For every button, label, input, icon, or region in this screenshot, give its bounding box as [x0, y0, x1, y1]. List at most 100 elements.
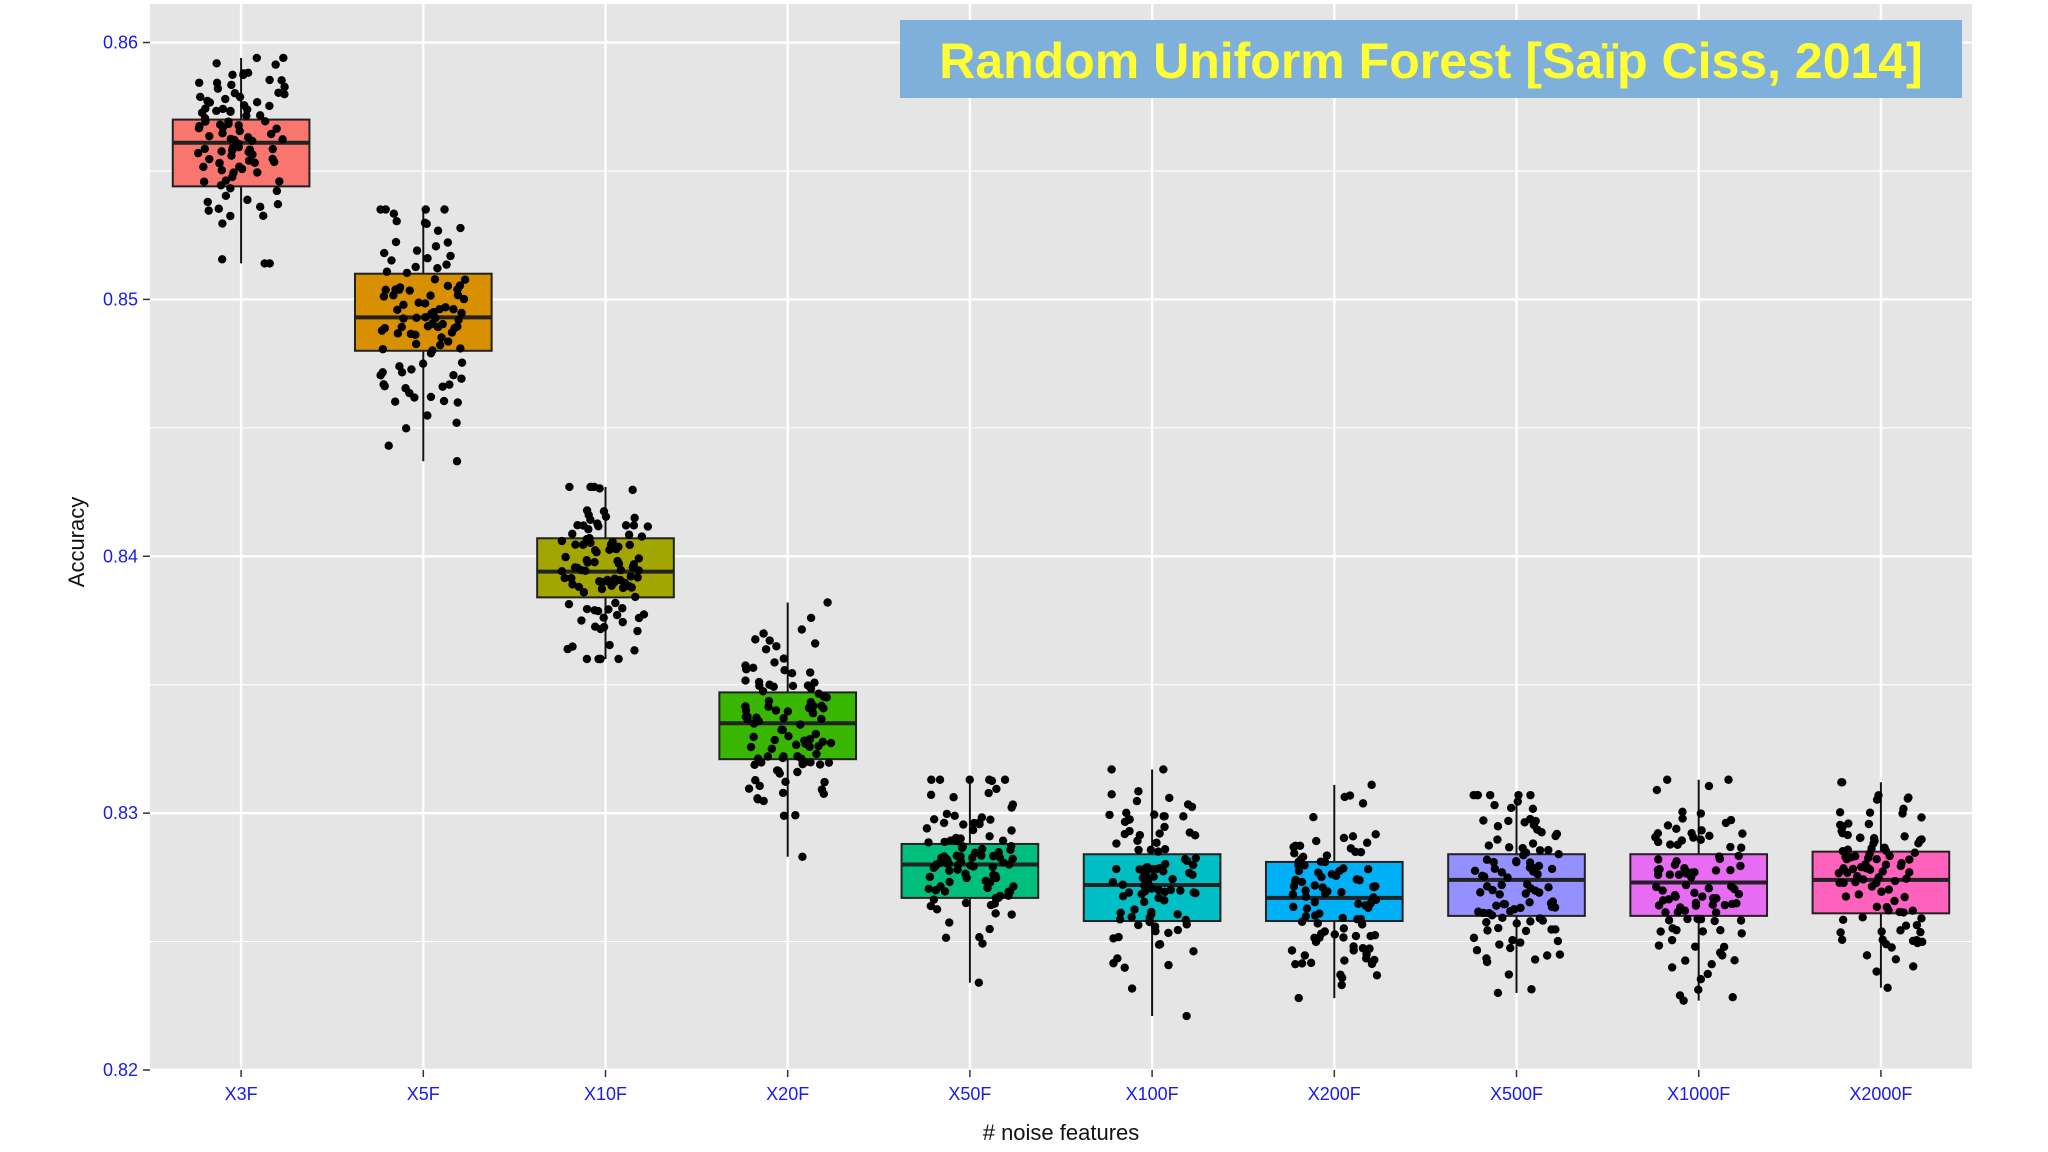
data-point — [599, 622, 609, 632]
data-point — [1681, 956, 1690, 965]
data-point — [584, 510, 593, 520]
data-point — [1291, 841, 1300, 851]
data-point — [1107, 765, 1116, 774]
data-point — [1835, 878, 1844, 887]
data-point — [1294, 866, 1304, 876]
data-point — [961, 869, 970, 879]
data-point — [237, 164, 247, 174]
data-point — [1909, 962, 1918, 971]
data-point — [1726, 865, 1735, 875]
data-point — [631, 592, 640, 602]
data-point — [449, 370, 458, 380]
x-axis-ticks: X3F X5F X10F X20F X50F X100F X200F X500F X1000F X… — [225, 1070, 1912, 1104]
data-point — [433, 264, 442, 273]
data-point — [243, 195, 252, 205]
data-point — [1526, 917, 1535, 926]
data-point — [1678, 807, 1687, 817]
data-point — [407, 365, 416, 374]
data-point — [1372, 971, 1382, 980]
data-point — [423, 254, 432, 263]
data-point — [1168, 874, 1177, 884]
data-point — [1133, 836, 1142, 845]
data-point — [1884, 885, 1894, 894]
data-point — [612, 610, 622, 620]
data-point — [826, 738, 836, 748]
data-point — [577, 616, 586, 625]
data-point — [628, 563, 638, 572]
data-point — [1898, 809, 1907, 818]
data-point — [1338, 913, 1347, 923]
data-point — [1493, 835, 1502, 844]
data-point — [452, 457, 462, 466]
data-point — [193, 148, 203, 158]
data-point — [1708, 900, 1718, 909]
data-point — [618, 583, 628, 593]
data-point — [925, 872, 935, 882]
data-point — [1726, 815, 1736, 825]
data-point — [1718, 951, 1727, 960]
data-point — [203, 197, 212, 207]
data-point — [1872, 795, 1882, 804]
data-point — [811, 729, 821, 739]
data-point — [1653, 837, 1663, 847]
data-point — [1150, 922, 1160, 931]
data-point — [1874, 873, 1883, 882]
data-point — [1322, 851, 1332, 860]
data-point — [630, 513, 639, 523]
data-point — [565, 482, 574, 492]
data-point — [226, 106, 235, 116]
data-point — [779, 713, 788, 723]
data-point — [1724, 775, 1733, 784]
data-point — [1339, 924, 1349, 933]
data-point — [1836, 928, 1845, 937]
data-point — [1479, 816, 1488, 825]
data-point — [1490, 800, 1499, 810]
jitter-points — [193, 53, 1927, 1021]
data-point — [587, 482, 596, 492]
data-point — [420, 299, 430, 308]
data-point — [228, 70, 237, 80]
data-point — [1711, 908, 1721, 917]
data-point — [1705, 831, 1714, 841]
box-iqr — [1811, 850, 1951, 915]
x-tick-label: X200F — [1308, 1084, 1361, 1104]
data-point — [460, 275, 470, 284]
data-point — [1000, 775, 1010, 784]
data-point — [277, 76, 286, 85]
data-point — [1658, 886, 1667, 895]
data-point — [456, 344, 465, 353]
data-point — [1297, 877, 1307, 887]
data-point — [1160, 812, 1169, 821]
data-point — [1371, 830, 1380, 839]
data-point — [1513, 797, 1522, 806]
data-point — [1737, 929, 1746, 938]
data-point — [1112, 839, 1121, 848]
data-point — [924, 838, 933, 847]
data-point — [378, 368, 387, 377]
data-point — [1503, 873, 1512, 882]
data-point — [1691, 901, 1701, 910]
data-point — [1473, 790, 1483, 800]
data-point — [1370, 955, 1379, 965]
data-point — [1368, 896, 1377, 905]
data-point — [777, 725, 786, 735]
data-point — [1896, 926, 1905, 935]
data-point — [205, 131, 214, 141]
data-point — [1159, 765, 1168, 774]
data-point — [243, 68, 253, 78]
data-point — [1288, 890, 1298, 899]
data-point — [935, 775, 945, 784]
data-point — [1732, 899, 1741, 908]
data-point — [627, 583, 636, 592]
data-point — [796, 720, 805, 729]
data-point — [1173, 910, 1182, 919]
data-point — [1527, 985, 1536, 994]
data-point — [438, 382, 447, 391]
data-point — [614, 542, 623, 551]
data-point — [1689, 833, 1698, 842]
data-point — [1869, 839, 1878, 848]
data-point — [991, 909, 1000, 918]
data-point — [379, 380, 388, 389]
data-point — [229, 168, 238, 177]
data-point — [1152, 838, 1161, 847]
